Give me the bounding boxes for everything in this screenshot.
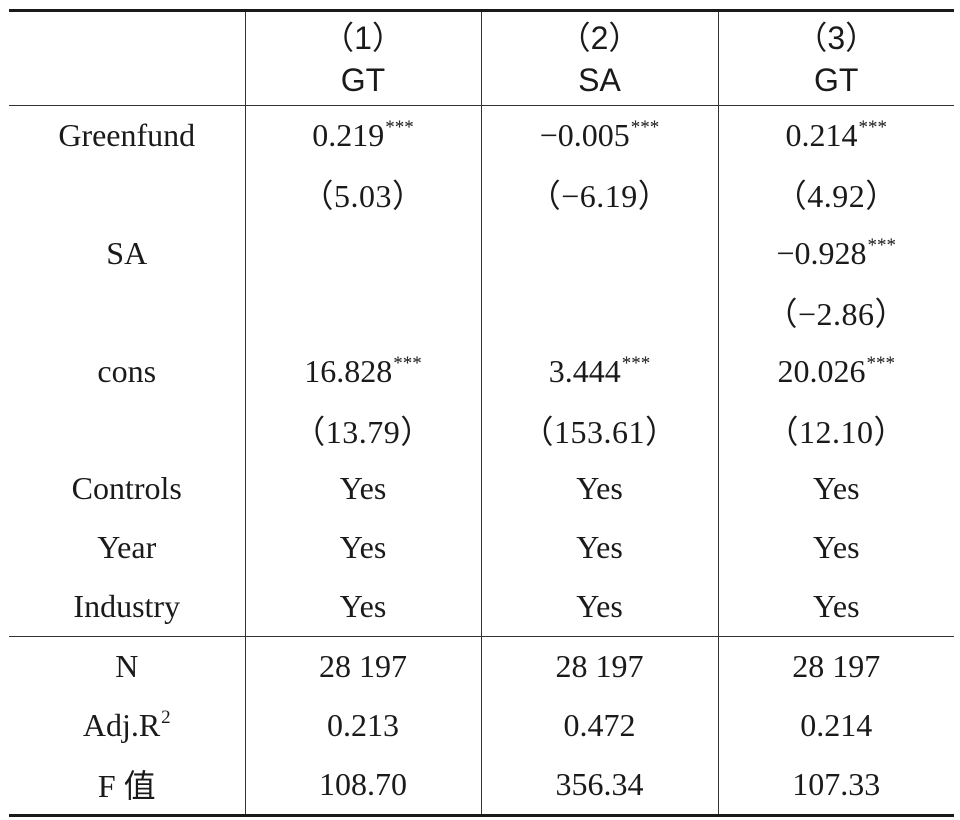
row-label-superscript: 2 (161, 706, 171, 728)
table-row: N 28 197 28 197 28 197 (9, 636, 954, 696)
row-label (9, 283, 245, 342)
stat-cell: 0.214 (717, 695, 954, 755)
table-row: Year Yes Yes Yes (9, 518, 954, 578)
table-header: （1） GT （2） SA （3） GT (9, 9, 954, 106)
t-statistic-cell (480, 282, 718, 342)
column-header-2: （2） SA (480, 9, 718, 106)
row-label: Year (97, 529, 157, 566)
coefficient-cell: 16.828*** (244, 341, 481, 401)
row-label: F 值 (9, 754, 245, 817)
t-statistic-cell: （−6.19） (480, 164, 718, 224)
table-body: Greenfund 0.219*** −0.005*** 0.214*** （5… (9, 105, 954, 817)
table-row: Industry Yes Yes Yes (9, 577, 954, 637)
header-corner-cell (9, 9, 245, 106)
table-row: F 值 108.70 356.34 107.33 (9, 754, 954, 817)
stat-cell: 0.213 (244, 695, 481, 755)
t-statistic-cell: （5.03） (244, 164, 481, 224)
table-row: Adj.R2 0.213 0.472 0.214 (9, 695, 954, 755)
control-indicator-cell: Yes (480, 577, 718, 637)
stat-cell: 28 197 (717, 636, 954, 696)
row-label-text: Adj.R (82, 706, 161, 743)
t-statistic-cell: （−2.86） (717, 282, 954, 342)
column-number: （2） (558, 19, 641, 56)
column-header-3: （3） GT (717, 9, 954, 106)
control-indicator-cell: Yes (480, 518, 718, 578)
table-row: （13.79） （153.61） （12.10） (9, 400, 954, 460)
column-header-1: （1） GT (244, 9, 481, 106)
t-statistic-cell: （12.10） (717, 400, 954, 460)
regression-table: （1） GT （2） SA （3） GT Greenfund 0.219*** … (9, 9, 954, 817)
coefficient-cell: 20.026*** (717, 341, 954, 401)
coefficient-cell: −0.005*** (480, 105, 718, 165)
cell-value: −0.005 (539, 116, 630, 153)
row-label (9, 165, 245, 224)
table-row: Controls Yes Yes Yes (9, 459, 954, 519)
row-label: Greenfund (58, 116, 196, 153)
t-statistic-cell: （4.92） (717, 164, 954, 224)
row-label: Adj.R2 (9, 696, 245, 755)
column-variable: GT (814, 61, 859, 98)
column-variable: GT (340, 61, 386, 98)
control-indicator-cell: Yes (717, 577, 954, 637)
coefficient-cell: 0.219*** (244, 105, 481, 165)
cell-value: 3.444 (548, 352, 621, 389)
cell-value: 16.828 (304, 352, 393, 389)
row-label: SA (106, 234, 148, 271)
coefficient-cell (480, 223, 718, 283)
control-indicator-cell: Yes (244, 518, 481, 578)
regression-table-container: （1） GT （2） SA （3） GT Greenfund 0.219*** … (9, 9, 954, 817)
row-label: Industry (73, 588, 181, 625)
table-row: （5.03） （−6.19） （4.92） (9, 164, 954, 224)
significance-stars: *** (630, 116, 660, 138)
significance-stars: *** (867, 234, 897, 256)
significance-stars: *** (866, 352, 896, 374)
cell-value: −0.928 (776, 234, 867, 271)
stat-cell: 108.70 (244, 754, 481, 817)
control-indicator-cell: Yes (480, 459, 718, 519)
control-indicator-cell: Yes (717, 459, 954, 519)
table-row: （−2.86） (9, 282, 954, 342)
coefficient-cell: −0.928*** (717, 223, 954, 283)
stat-cell: 28 197 (244, 636, 481, 696)
table-row: Greenfund 0.219*** −0.005*** 0.214*** (9, 105, 954, 165)
significance-stars: *** (393, 352, 422, 374)
t-statistic-cell: （153.61） (480, 400, 718, 460)
control-indicator-cell: Yes (244, 577, 481, 637)
column-number: （3） (795, 19, 878, 56)
row-label: cons (97, 352, 157, 389)
stat-cell: 28 197 (480, 636, 718, 696)
stat-cell: 0.472 (480, 695, 718, 755)
row-label (9, 400, 245, 459)
stat-cell: 107.33 (717, 754, 954, 817)
coefficient-cell: 3.444*** (480, 341, 718, 401)
significance-stars: *** (385, 116, 414, 138)
coefficient-cell: 0.214*** (717, 105, 954, 165)
table-row: SA −0.928*** (9, 223, 954, 283)
coefficient-cell (244, 223, 481, 283)
row-label: N (9, 636, 245, 696)
table-row: cons 16.828*** 3.444*** 20.026*** (9, 341, 954, 401)
header-row: （1） GT （2） SA （3） GT (9, 9, 954, 106)
row-label: Controls (71, 470, 182, 507)
control-indicator-cell: Yes (244, 459, 481, 519)
significance-stars: *** (858, 116, 888, 138)
stat-cell: 356.34 (480, 754, 718, 817)
significance-stars: *** (621, 352, 651, 374)
column-number: （1） (322, 19, 404, 56)
cell-value: 20.026 (777, 352, 866, 389)
column-variable: SA (578, 61, 621, 98)
t-statistic-cell (244, 282, 481, 342)
cell-value: 0.214 (785, 116, 858, 153)
control-indicator-cell: Yes (717, 518, 954, 578)
cell-value: 0.219 (312, 116, 385, 153)
t-statistic-cell: （13.79） (244, 400, 481, 460)
